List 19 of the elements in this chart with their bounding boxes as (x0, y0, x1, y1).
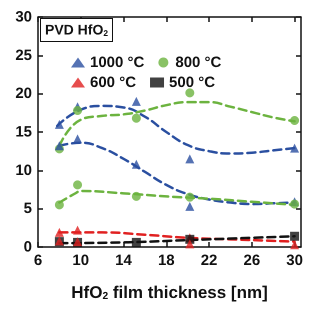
y-tick-label: 30 (15, 8, 32, 26)
y-tick-label: 15 (15, 124, 32, 140)
y-tick-label: 25 (15, 46, 32, 64)
x-tick-label: 6 (34, 252, 42, 269)
x-tick-label: 22 (200, 252, 218, 269)
legend-label: 800 °C (175, 54, 222, 71)
x-tick-label: 14 (115, 252, 133, 269)
x-tick-label: 18 (158, 252, 175, 269)
x-tick-label: 26 (243, 252, 260, 269)
x-tick-label: 30 (286, 252, 303, 269)
y-tick-label: 10 (15, 162, 32, 179)
legend-label: 500 °C (169, 74, 216, 91)
y-tick-label: 20 (15, 85, 32, 102)
legend-label: 600 °C (90, 74, 136, 91)
y-tick-label: 5 (24, 200, 32, 218)
x-tick-label: 10 (72, 252, 90, 269)
x-axis-title: HfO2 film thickness [nm] (71, 282, 268, 302)
legend-label: 1000 °C (90, 54, 145, 71)
y-tick-label: 0 (24, 238, 32, 256)
